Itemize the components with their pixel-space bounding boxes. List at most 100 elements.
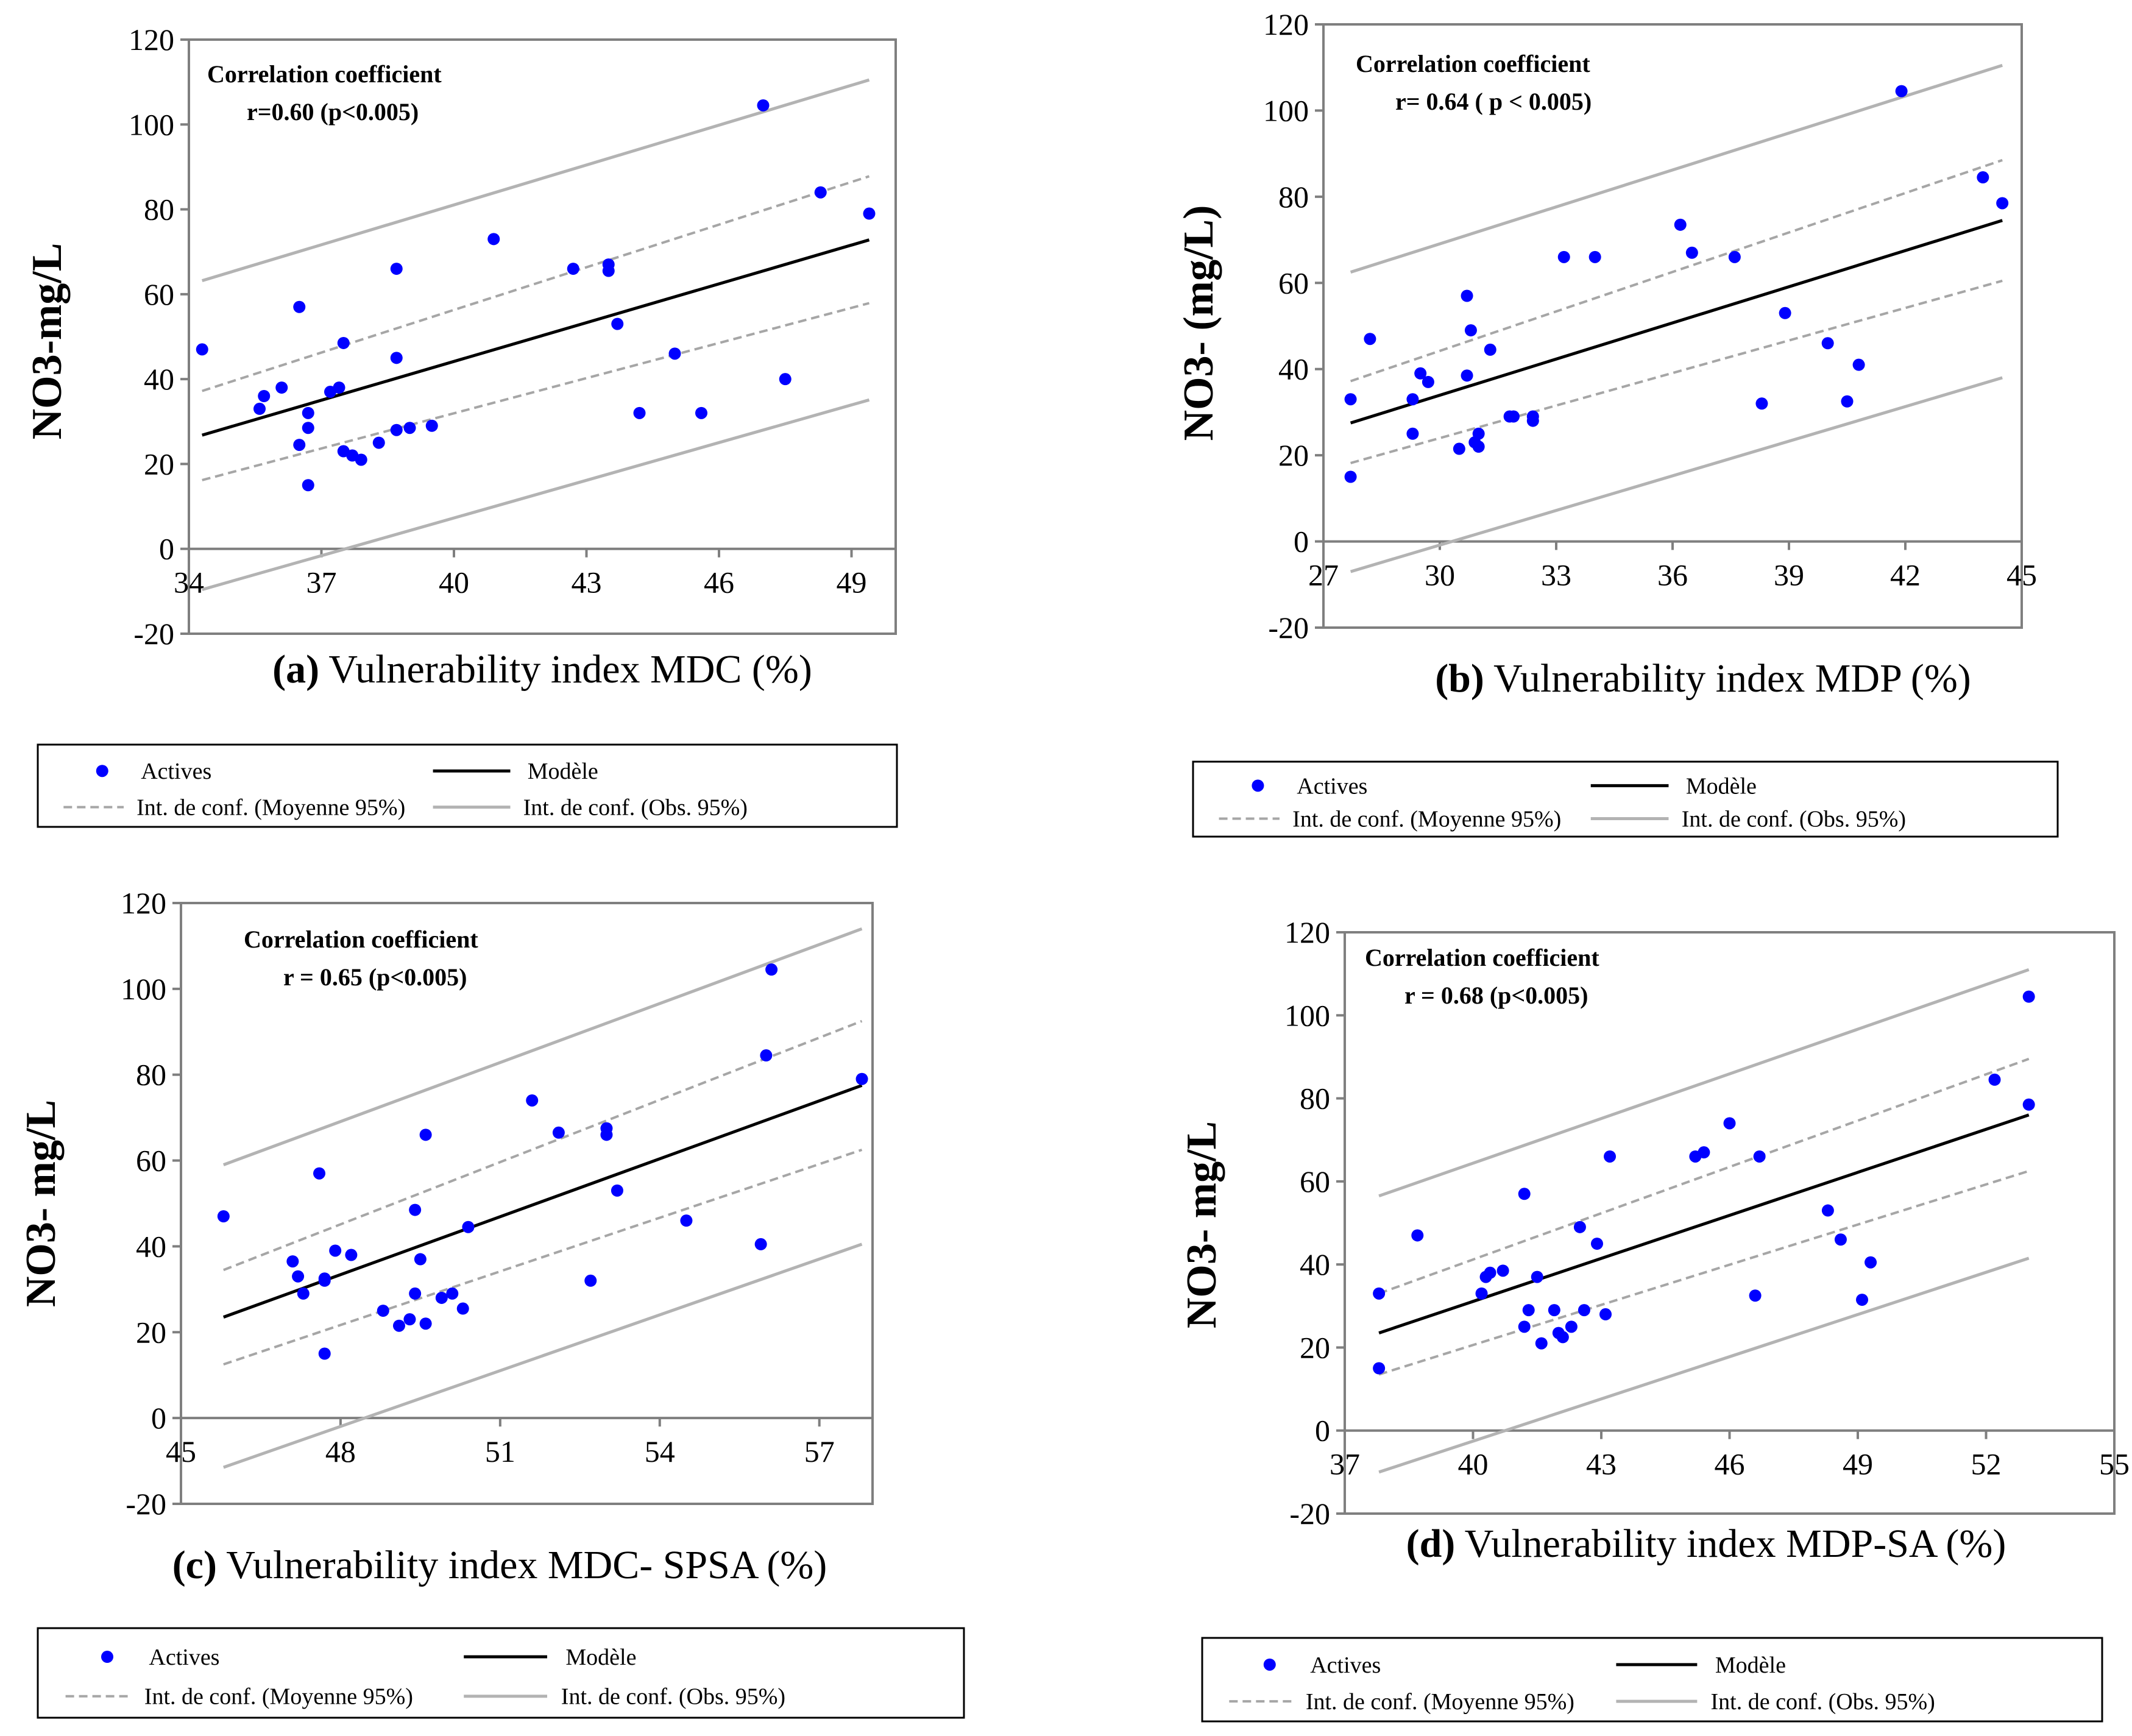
y-tick-label: 0 <box>1315 1414 1330 1448</box>
data-point <box>409 1203 422 1216</box>
legend-actives-label: Actives <box>1297 773 1367 799</box>
data-point <box>2022 990 2035 1003</box>
x-tick-label: 39 <box>1774 558 1804 592</box>
data-point <box>293 300 306 313</box>
x-tick-label: 43 <box>572 565 602 600</box>
y-tick-label: 40 <box>144 362 174 396</box>
data-point <box>1557 250 1570 263</box>
data-point <box>1472 427 1485 440</box>
y-axis-label: NO3- (mg/L) <box>1175 205 1222 441</box>
y-tick-label: 120 <box>121 886 166 920</box>
chart-panel-a: 34 37 40 43 46 49 -20 0 20 40 60 80 100 120 Correlatio… <box>24 23 898 828</box>
legend: Actives Modèle Int. de conf. (Moyenne 95%)… <box>1201 1637 2103 1723</box>
legend-mean-ci-label: Int. de conf. (Moyenne 95%) <box>136 795 405 821</box>
legend-mean-ci-label: Int. de conf. (Moyenne 95%) <box>1306 1689 1574 1715</box>
y-axis-label: NO3- mg/L <box>1178 1121 1225 1328</box>
x-tick-label: 57 <box>804 1434 835 1469</box>
data-point <box>1856 1294 1869 1306</box>
x-tick-label: 55 <box>2099 1447 2130 1481</box>
x-tick-label: 30 <box>1425 558 1455 592</box>
y-tick-label: 60 <box>136 1144 166 1178</box>
legend-box <box>1201 1637 2103 1723</box>
x-tick-label: 37 <box>1330 1447 1360 1481</box>
data-point <box>1590 1238 1603 1250</box>
x-tick-label: 49 <box>1843 1447 1873 1481</box>
plot-frame <box>188 38 897 635</box>
data-point <box>1526 410 1539 423</box>
data-point <box>435 1291 448 1304</box>
mean-ci-lower-line <box>1378 1169 2030 1376</box>
legend-mean-ci-label: Int. de conf. (Moyenne 95%) <box>144 1684 413 1710</box>
data-point <box>754 1238 767 1250</box>
data-point <box>1472 441 1485 453</box>
data-point <box>680 1214 693 1227</box>
data-point <box>275 381 288 394</box>
data-point <box>318 1274 331 1287</box>
mean-ci-lower-line <box>223 1149 863 1366</box>
data-point <box>329 1244 342 1257</box>
plot-frame <box>1344 931 2116 1515</box>
correlation-value: r = 0.65 (p<0.005) <box>283 963 467 991</box>
data-point <box>695 406 707 419</box>
x-tick-label: 43 <box>1586 1447 1617 1481</box>
x-tick-label: 45 <box>166 1434 196 1469</box>
y-tick-label: 0 <box>1294 525 1309 559</box>
legend-obs-ci-label: Int. de conf. (Obs. 95%) <box>523 795 748 821</box>
data-point <box>1422 375 1434 388</box>
data-point <box>1411 1229 1424 1242</box>
legend-model-label: Modèle <box>565 1645 636 1670</box>
data-point <box>1565 1320 1578 1333</box>
data-point <box>302 406 314 419</box>
data-point <box>1588 250 1601 263</box>
panel-letter: (d) <box>1406 1522 1456 1566</box>
data-point <box>1573 1221 1586 1233</box>
y-tick-label: 100 <box>1263 93 1309 127</box>
legend-obs-ci-label: Int. de conf. (Obs. 95%) <box>1711 1689 1935 1715</box>
data-point <box>286 1255 299 1268</box>
x-tick-label: 40 <box>439 565 469 600</box>
data-point <box>1674 218 1687 231</box>
data-point <box>1685 246 1698 259</box>
y-tick-label: 120 <box>1284 915 1330 949</box>
y-tick-label: 100 <box>129 107 174 141</box>
y-tick-label: -20 <box>126 1487 166 1521</box>
data-point <box>765 963 778 976</box>
correlation-title: Correlation coefficient <box>244 926 478 953</box>
legend-box <box>1192 760 2059 838</box>
x-axis-label-text: Vulnerability index MDC (%) <box>319 647 812 692</box>
x-tick-label: 33 <box>1541 558 1571 592</box>
data-point <box>1496 1264 1509 1277</box>
data-point <box>1753 1150 1766 1163</box>
data-point <box>1535 1337 1548 1350</box>
panel-letter: (b) <box>1435 656 1484 701</box>
data-point <box>337 336 350 349</box>
obs-ci-upper-line <box>222 927 863 1166</box>
data-point <box>446 1287 459 1300</box>
correlation-value: r= 0.64 ( p < 0.005) <box>1395 88 1592 115</box>
data-point <box>1406 427 1419 440</box>
data-point <box>487 233 500 246</box>
data-point <box>196 343 208 356</box>
data-point <box>526 1094 539 1107</box>
correlation-title: Correlation coefficient <box>1365 944 1599 971</box>
y-tick-label: 80 <box>144 193 174 227</box>
mean-ci-upper-line <box>202 175 870 392</box>
data-point <box>633 406 646 419</box>
data-point <box>1821 337 1834 350</box>
data-point <box>1373 1362 1386 1375</box>
obs-ci-lower-line <box>222 1242 863 1469</box>
legend-model-label: Modèle <box>1715 1653 1786 1678</box>
data-point <box>1852 358 1865 371</box>
data-point <box>567 263 579 275</box>
data-point <box>419 1128 432 1141</box>
correlation-value: r=0.60 (p<0.005) <box>247 98 419 126</box>
data-point <box>313 1167 325 1180</box>
obs-ci-upper-line <box>1350 63 2003 274</box>
chart-panel-d: 37 40 43 46 49 52 55 -20 0 20 40 60 80 100 120 Correlat… <box>1178 915 2130 1723</box>
y-tick-label: -20 <box>1289 1497 1330 1531</box>
data-point <box>1484 1266 1496 1279</box>
data-point <box>1578 1304 1590 1317</box>
x-tick-label: 40 <box>1458 1447 1489 1481</box>
y-tick-label: 20 <box>136 1315 166 1349</box>
